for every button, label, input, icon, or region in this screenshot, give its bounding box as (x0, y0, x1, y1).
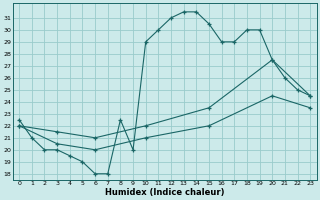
X-axis label: Humidex (Indice chaleur): Humidex (Indice chaleur) (105, 188, 224, 197)
